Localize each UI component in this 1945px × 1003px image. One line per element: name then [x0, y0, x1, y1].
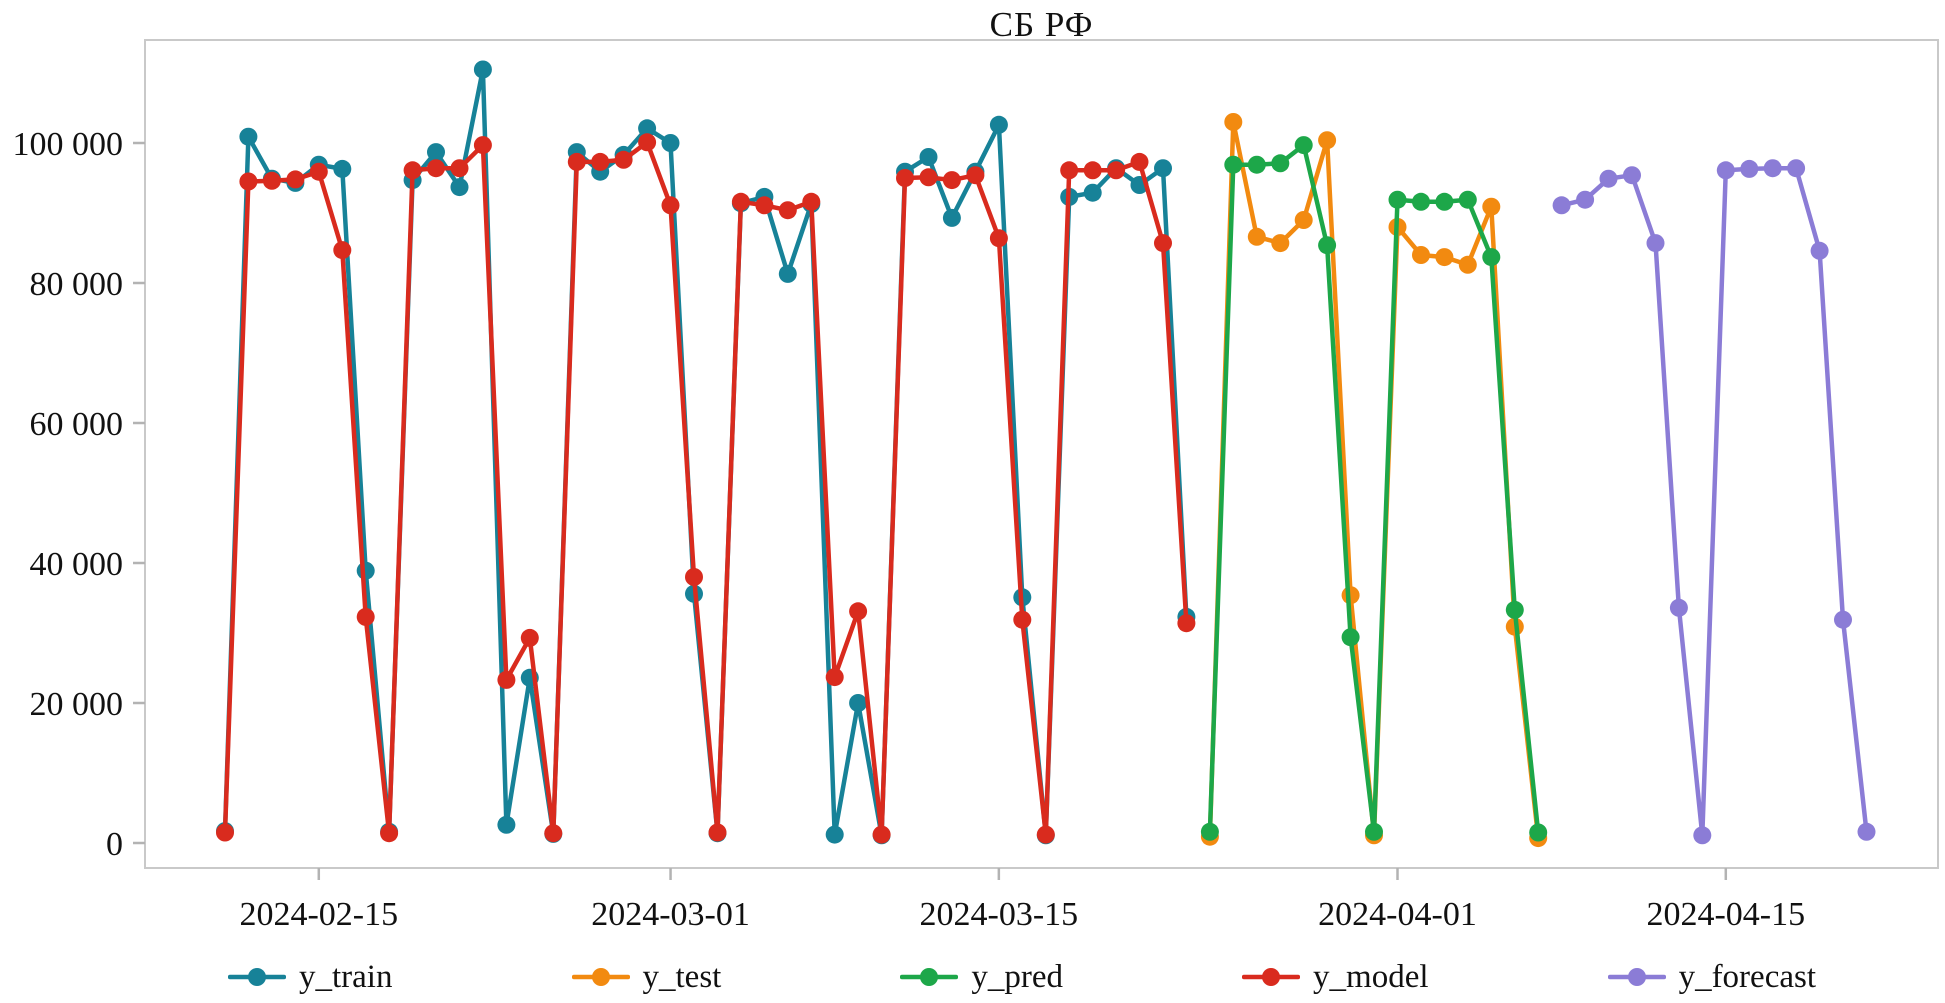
svg-text:40 000: 40 000	[30, 546, 124, 583]
svg-text:2024-02-15: 2024-02-15	[239, 896, 398, 933]
svg-text:2024-03-15: 2024-03-15	[920, 896, 1079, 933]
y-test-marker-icon	[571, 968, 630, 986]
svg-text:20 000: 20 000	[30, 686, 124, 723]
y-pred-marker-icon	[900, 968, 959, 986]
chart-legend: y_train y_test y_pred y_model y_forecast	[228, 955, 1816, 999]
y-forecast-marker-icon	[1607, 968, 1666, 986]
y-model-marker-icon	[1242, 968, 1301, 986]
svg-text:60 000: 60 000	[30, 406, 124, 443]
legend-item-y-forecast: y_forecast	[1607, 958, 1816, 996]
svg-text:2024-04-01: 2024-04-01	[1318, 896, 1477, 933]
legend-item-y-pred: y_pred	[900, 959, 1063, 996]
chart-title: СБ РФ	[989, 5, 1094, 44]
svg-text:2024-04-15: 2024-04-15	[1646, 896, 1805, 933]
legend-label: y_model	[1313, 958, 1429, 995]
svg-text:0: 0	[106, 826, 123, 863]
legend-label: y_pred	[971, 958, 1064, 995]
y-train-marker-icon	[228, 968, 286, 986]
svg-text:100 000: 100 000	[13, 126, 124, 163]
legend-item-y-train: y_train	[228, 959, 392, 996]
legend-item-y-model: y_model	[1242, 958, 1429, 996]
svg-text:2024-03-01: 2024-03-01	[591, 896, 750, 933]
legend-label: y_test	[642, 958, 722, 995]
legend-item-y-test: y_test	[571, 958, 722, 996]
legend-label: y_forecast	[1678, 958, 1816, 995]
legend-label: y_train	[299, 958, 393, 995]
svg-text:80 000: 80 000	[30, 266, 124, 303]
